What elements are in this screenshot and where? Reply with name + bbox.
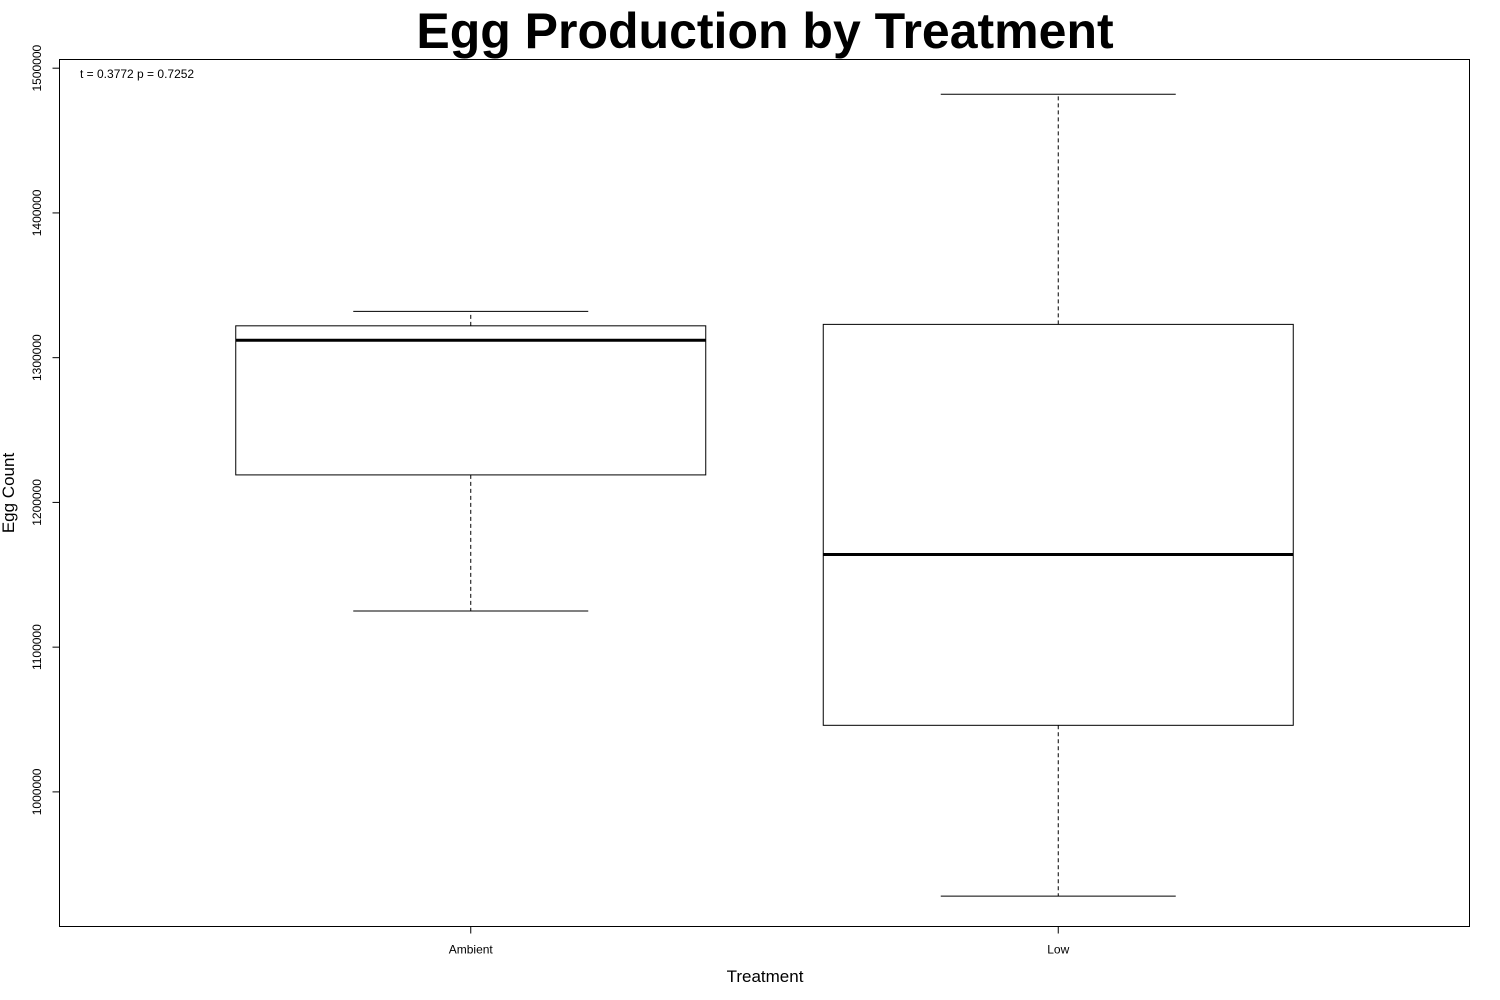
y-axis: 1000000 1100000 1200000 1300000 1400000 15000… [30,45,60,815]
y-tick-label: 1300000 [30,334,44,381]
plot-frame [59,59,1470,927]
y-axis-title: Egg Count [0,453,18,534]
boxes [235,93,1294,897]
x-tick-label: Ambient [449,943,494,957]
t-test-annotation: t = 0.3772 p = 0.7252 [80,67,194,81]
iqr-box [822,323,1294,726]
chart-title: Egg Production by Treatment [416,3,1114,59]
y-tick-label: 1200000 [30,479,44,526]
box-ambient [235,310,707,612]
y-tick-label: 1500000 [30,45,44,92]
x-axis: Ambient Low [449,926,1070,957]
y-tick-label: 1400000 [30,189,44,236]
y-tick-label: 1000000 [30,768,44,815]
x-axis-title: Treatment [727,967,804,986]
iqr-box [235,325,707,476]
box-low [822,93,1294,897]
y-tick-label: 1100000 [30,624,44,670]
x-tick-label: Low [1047,943,1069,957]
